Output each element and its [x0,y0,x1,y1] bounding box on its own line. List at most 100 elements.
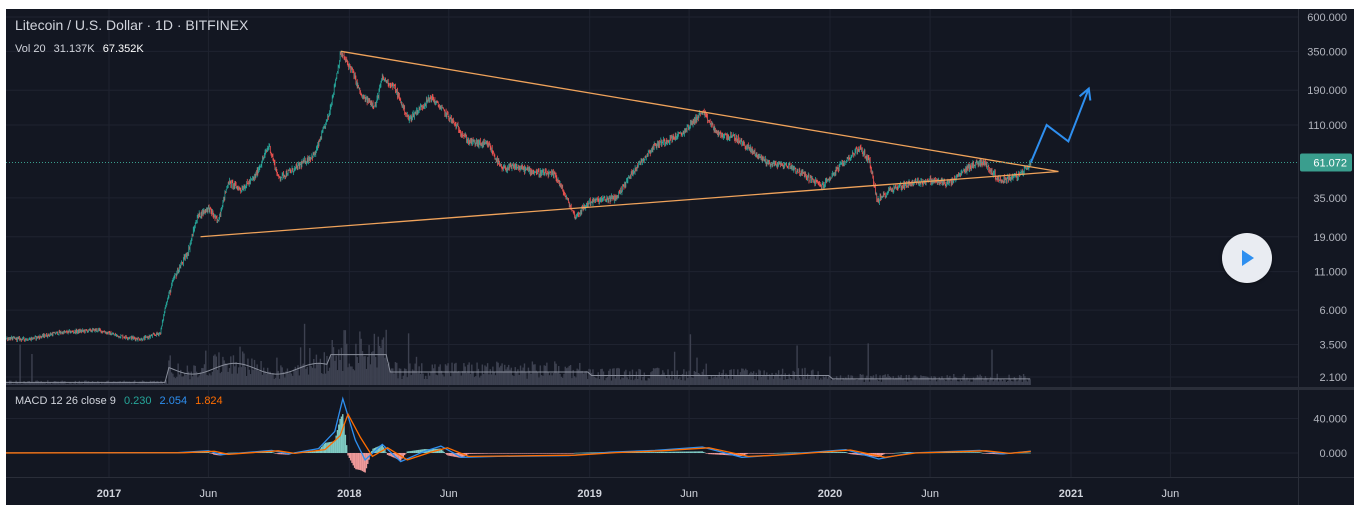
volume-bar [785,379,788,385]
volume-bar [565,368,568,385]
volume-bar [860,374,863,385]
volume-bar [385,329,387,385]
volume-bar [434,364,436,385]
price-tick-label: 3.500 [1319,339,1347,351]
volume-bar [892,376,894,385]
volume-bar [249,374,252,385]
macd-histogram-bar [477,453,480,454]
volume-bar [406,377,408,385]
volume-bar [505,369,507,385]
macd-histogram-bar [995,453,997,455]
volume-bar [317,364,319,385]
volume-legend[interactable]: Vol 20 31.137K 67.352K [15,43,144,55]
volume-bar [666,378,668,385]
macd-histogram-bar [536,453,539,454]
volume-bar [1000,379,1002,385]
volume-bar [432,368,435,385]
volume-bar [671,371,673,385]
macd-histogram-bar [878,453,880,458]
volume-bar [651,371,653,385]
macd-histogram-bar [452,453,455,457]
volume-bar [992,381,995,385]
volume-bar [762,375,764,385]
volume-bar [675,376,677,385]
volume-bar [814,378,817,385]
volume-bar [663,372,665,385]
projection-arrowhead [1078,86,1092,101]
macd-histogram-bar [473,453,476,454]
volume-bar [382,337,385,385]
volume-bar [488,374,490,385]
macd-histogram-bar [569,453,572,454]
macd-histogram-bar [888,453,890,454]
macd-histogram-bar [497,453,499,454]
macd-histogram-bar [346,445,348,453]
volume-bar [263,367,265,385]
volume-bar [577,369,580,385]
volume-bar [924,376,926,385]
macd-histogram-bar [635,452,638,453]
volume-bar [315,354,318,385]
volume-bar [276,357,278,385]
volume-bar [810,370,813,385]
macd-histogram-bar [344,434,347,453]
macd-histogram-bar [340,416,343,453]
volume-bar [885,376,888,385]
macd-histogram-bar [659,451,661,453]
play-button[interactable] [1222,233,1272,283]
macd-histogram-bar [950,452,952,454]
volume-bar [136,383,139,385]
macd-histogram-bar [755,453,757,454]
symbol-title[interactable]: Litecoin / U.S. Dollar · 1D · BITFINEX [15,17,249,33]
macd-histogram-bar [634,452,636,453]
macd-histogram-bar [572,453,574,454]
macd-histogram-bar [406,451,408,453]
volume-bar [816,375,818,385]
macd-histogram-bar [282,453,285,455]
volume-bar [748,373,751,385]
macd-histogram-bar [367,453,369,464]
volume-bar [590,372,593,385]
volume-bar [390,368,393,385]
volume-bar [837,378,839,385]
volume-bar [398,368,401,385]
macd-histogram-bar [700,451,702,453]
volume-bar [293,369,295,385]
volume-bar [206,375,208,385]
macd-histogram-bar [978,452,980,453]
volume-bar [959,379,962,385]
volume-bar [479,377,481,385]
volume-bar [86,381,88,385]
volume-bar [65,383,67,385]
macd-histogram-bar [905,452,908,453]
volume-bar [278,378,281,385]
chart-canvas[interactable]: 600.000 350.000 190.000 110.000 35.000 19.000… [6,9,1354,505]
price-tick-label: 6.000 [1319,305,1347,317]
volume-bar [580,371,582,385]
macd-histogram-bar [845,451,847,453]
volume-bar [805,378,808,385]
volume-bar [569,364,572,385]
macd-histogram-bar [881,453,884,455]
volume-bar [817,371,819,385]
macd-histogram-bar [773,452,776,454]
macd-histogram-bar [843,452,846,453]
volume-bar [481,364,484,385]
price-tick-label: 2.100 [1319,372,1347,384]
volume-bar [625,369,627,385]
chart-panel[interactable]: 600.000 350.000 190.000 110.000 35.000 19.000… [6,9,1354,505]
volume-bar [489,369,491,385]
volume-bar [396,362,398,385]
macd-histogram-bar [772,453,775,454]
volume-bar [253,359,256,385]
volume-bar [568,365,570,385]
macd-histogram-bar [207,452,210,453]
macd-histogram-bar [1025,452,1027,454]
volume-bar [102,383,104,385]
macd-histogram-bar [968,452,971,453]
macd-histogram-bar [793,452,796,454]
macd-histogram-bar [515,453,518,454]
macd-legend[interactable]: MACD 12 26 close 9 0.230 2.054 1.824 [15,395,223,407]
volume-bar [935,381,938,385]
volume-bar [399,368,402,385]
